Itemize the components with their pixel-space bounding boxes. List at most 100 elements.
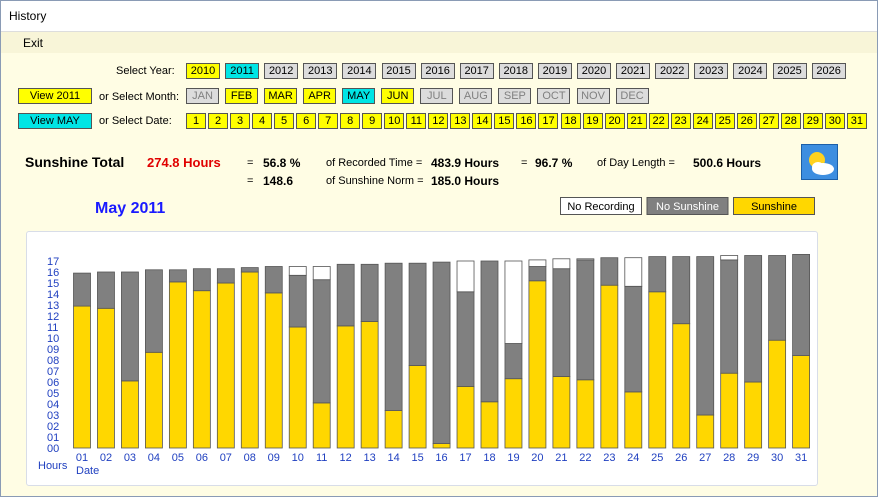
month-button[interactable]: NOV <box>576 88 610 104</box>
bar-segment <box>672 323 691 449</box>
bar-segment <box>648 256 667 293</box>
year-button[interactable]: 2012 <box>264 63 299 79</box>
date-button[interactable]: 27 <box>758 113 779 129</box>
month-button[interactable]: MAY <box>342 88 376 104</box>
month-button[interactable]: OCT <box>537 88 571 104</box>
date-button[interactable]: 16 <box>516 113 537 129</box>
date-button[interactable]: 20 <box>604 113 625 129</box>
x-tick-label: 31 <box>795 452 807 464</box>
view-year-button[interactable]: View 2011 <box>18 88 92 104</box>
date-button[interactable]: 28 <box>780 113 801 129</box>
date-button[interactable]: 25 <box>714 113 735 129</box>
x-tick-label: 28 <box>723 452 735 464</box>
year-button[interactable]: 2019 <box>537 63 572 79</box>
y-tick-label: 09 <box>47 344 59 356</box>
month-button[interactable]: JAN <box>186 88 219 104</box>
bar-segment <box>168 269 187 283</box>
x-tick-label: 12 <box>340 452 352 464</box>
bar-segment <box>600 284 619 449</box>
bar-segment <box>97 307 115 449</box>
menu-exit[interactable]: Exit <box>23 36 44 50</box>
date-button[interactable]: 2 <box>208 113 229 129</box>
month-button[interactable]: SEP <box>498 88 532 104</box>
date-button[interactable]: 8 <box>340 113 361 129</box>
year-button[interactable]: 2016 <box>420 63 455 79</box>
bar-segment <box>720 372 739 449</box>
year-button[interactable]: 2020 <box>577 63 611 79</box>
year-button[interactable]: 2026 <box>811 63 846 79</box>
bar-segment <box>216 268 235 284</box>
day-length: 500.6 Hours <box>693 156 762 170</box>
weather-icon[interactable] <box>801 144 838 180</box>
date-button[interactable]: 22 <box>648 113 669 129</box>
date-button[interactable]: 1 <box>186 113 206 129</box>
date-button[interactable]: 11 <box>406 113 427 129</box>
bar-segment <box>456 291 475 387</box>
bar-segment <box>264 266 283 294</box>
year-button[interactable]: 2011 <box>225 63 260 79</box>
window-title: History <box>9 9 47 23</box>
bar-segment <box>624 285 643 393</box>
year-button[interactable]: 2017 <box>459 63 494 79</box>
date-button[interactable]: 17 <box>538 113 559 129</box>
legend-swatch <box>560 197 642 215</box>
date-button[interactable]: 5 <box>274 113 295 129</box>
date-button[interactable]: 3 <box>230 113 251 129</box>
pct-day: 96.7 % <box>535 156 573 170</box>
date-button[interactable]: 31 <box>846 113 867 129</box>
year-button[interactable]: 2022 <box>655 63 690 79</box>
date-button[interactable]: 21 <box>626 113 647 129</box>
date-button[interactable]: 26 <box>736 113 757 129</box>
month-button[interactable]: DEC <box>615 88 649 104</box>
month-button[interactable]: MAR <box>264 88 298 104</box>
month-button[interactable]: APR <box>303 88 337 104</box>
month-button[interactable]: JUL <box>420 88 454 104</box>
year-label: Select Year: <box>116 65 175 77</box>
year-button[interactable]: 2018 <box>498 63 533 79</box>
date-button[interactable]: 4 <box>252 113 273 129</box>
year-button[interactable]: 2015 <box>381 63 416 79</box>
date-button[interactable]: 9 <box>362 113 383 129</box>
summary-label: Sunshine Total <box>25 154 125 170</box>
date-button[interactable]: 14 <box>472 113 493 129</box>
view-month-button[interactable]: View MAY <box>18 113 92 129</box>
date-button[interactable]: 18 <box>560 113 581 129</box>
month-button[interactable]: AUG <box>459 88 493 104</box>
date-button[interactable]: 15 <box>494 113 515 129</box>
x-tick-label: 26 <box>675 452 687 464</box>
year-button[interactable]: 2024 <box>733 63 768 79</box>
date-button[interactable]: 24 <box>692 113 713 129</box>
year-button[interactable]: 2021 <box>616 63 651 79</box>
year-button[interactable]: 2025 <box>772 63 807 79</box>
date-button[interactable]: 29 <box>802 113 823 129</box>
eq: = <box>247 157 254 169</box>
bar-segment <box>240 267 259 273</box>
year-button[interactable]: 2010 <box>186 63 220 79</box>
year-button[interactable]: 2014 <box>342 63 377 79</box>
date-button[interactable]: 10 <box>384 113 405 129</box>
y-tick-label: 04 <box>47 399 59 411</box>
bar-segment <box>192 290 211 449</box>
date-button[interactable]: 19 <box>582 113 603 129</box>
y-tick-label: 06 <box>47 377 59 389</box>
chart-title: May 2011 <box>95 200 165 217</box>
year-button[interactable]: 2023 <box>694 63 729 79</box>
date-button[interactable]: 23 <box>670 113 691 129</box>
bar-segment <box>312 266 331 281</box>
bar-segment <box>312 402 331 449</box>
bar-segment <box>192 268 211 292</box>
y-tick-label: 00 <box>47 443 59 455</box>
legend-swatch <box>646 197 729 215</box>
year-button[interactable]: 2013 <box>303 63 338 79</box>
bar-segment <box>768 255 787 341</box>
date-button[interactable]: 7 <box>318 113 339 129</box>
bar-segment <box>456 260 475 293</box>
month-button[interactable]: JUN <box>381 88 415 104</box>
bar-segment <box>576 259 595 381</box>
month-button[interactable]: FEB <box>225 88 259 104</box>
date-button[interactable]: 30 <box>824 113 845 129</box>
date-button[interactable]: 13 <box>450 113 471 129</box>
x-tick-label: 30 <box>771 452 783 464</box>
date-button[interactable]: 6 <box>296 113 317 129</box>
date-button[interactable]: 12 <box>428 113 449 129</box>
